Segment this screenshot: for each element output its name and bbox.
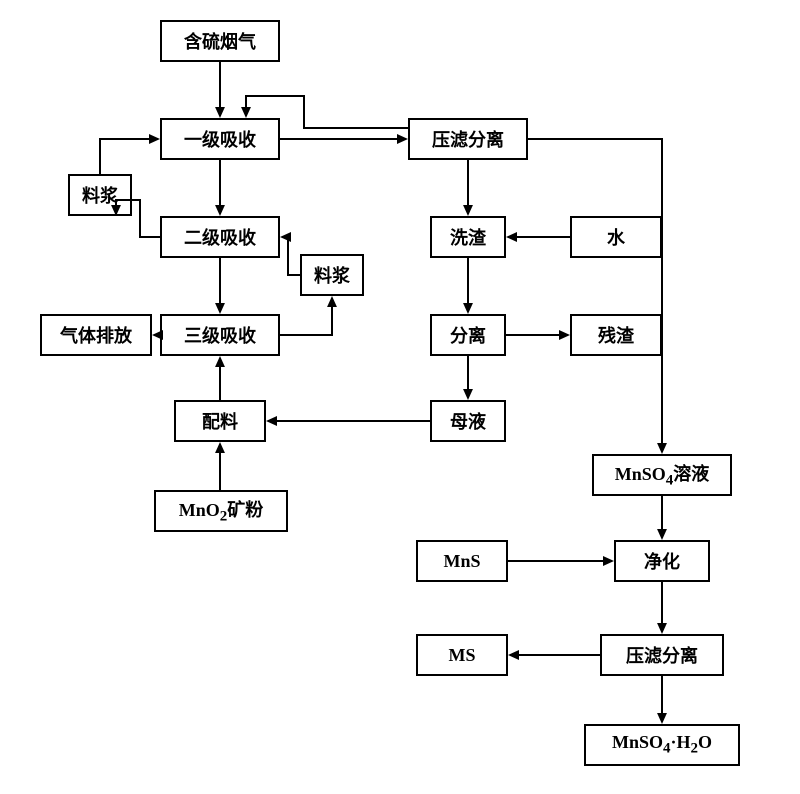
flowchart-node-n_abs2: 二级吸收 — [160, 216, 280, 258]
flowchart-node-n_press2: 压滤分离 — [600, 634, 724, 676]
arrowhead — [266, 416, 277, 426]
flowchart-node-n_slurry1: 料浆 — [68, 174, 132, 216]
node-label: 含硫烟气 — [184, 28, 256, 54]
node-label: 三级吸收 — [184, 322, 256, 348]
arrowhead — [506, 232, 517, 242]
node-label: 分离 — [450, 322, 486, 348]
flowchart-node-n_purify: 净化 — [614, 540, 710, 582]
node-label: 配料 — [202, 408, 238, 434]
arrowhead — [657, 623, 667, 634]
node-label: MnS — [443, 551, 480, 572]
arrowhead — [463, 389, 473, 400]
flowchart-node-n_residue: 残渣 — [570, 314, 662, 356]
flowchart-node-n_mnso4sol: MnSO4溶液 — [592, 454, 732, 496]
arrowhead — [463, 205, 473, 216]
node-label: 母液 — [450, 408, 486, 434]
node-label: 水 — [607, 224, 625, 250]
edge-n_press1-n_mnso4sol — [528, 139, 662, 452]
node-label: 料浆 — [314, 262, 350, 288]
arrowhead — [397, 134, 408, 144]
flowchart-node-n_press1: 压滤分离 — [408, 118, 528, 160]
flowchart-node-n_abs3: 三级吸收 — [160, 314, 280, 356]
flowchart-node-n_mother: 母液 — [430, 400, 506, 442]
flowchart-node-n_gas_out: 气体排放 — [40, 314, 152, 356]
flowchart-node-n_batch: 配料 — [174, 400, 266, 442]
node-label: 气体排放 — [60, 322, 132, 348]
arrowhead — [603, 556, 614, 566]
flowchart-node-n_ms: MS — [416, 634, 508, 676]
arrowhead — [215, 442, 225, 453]
node-label: MnSO4·H2O — [612, 732, 712, 758]
flowchart-node-n_gas_in: 含硫烟气 — [160, 20, 280, 62]
arrowhead — [559, 330, 570, 340]
arrowhead — [657, 713, 667, 724]
arrowhead — [463, 303, 473, 314]
edge-n_slurry1-n_abs1 — [100, 139, 158, 174]
flowchart-node-n_water: 水 — [570, 216, 662, 258]
arrowhead — [215, 303, 225, 314]
edge-n_abs3-n_slurry2 — [280, 298, 332, 335]
flowchart-node-n_mns: MnS — [416, 540, 508, 582]
arrowhead — [508, 650, 519, 660]
arrowhead — [215, 356, 225, 367]
flowchart-node-n_mno2: MnO2矿粉 — [154, 490, 288, 532]
node-label: 压滤分离 — [626, 642, 698, 668]
arrowhead — [657, 529, 667, 540]
flowchart-node-n_abs1: 一级吸收 — [160, 118, 280, 160]
flowchart-node-n_product: MnSO4·H2O — [584, 724, 740, 766]
edge-n_slurry2-n_abs2 — [282, 237, 300, 275]
node-label: MnSO4溶液 — [615, 460, 710, 490]
flowchart-node-n_wash: 洗渣 — [430, 216, 506, 258]
arrowhead — [241, 107, 251, 118]
flowchart-node-n_sep: 分离 — [430, 314, 506, 356]
node-label: 净化 — [644, 548, 680, 574]
flowchart-node-n_slurry2: 料浆 — [300, 254, 364, 296]
node-label: 二级吸收 — [184, 224, 256, 250]
node-label: MnO2矿粉 — [179, 496, 264, 526]
node-label: 一级吸收 — [184, 126, 256, 152]
node-label: 残渣 — [598, 322, 634, 348]
arrowhead — [327, 296, 337, 307]
arrowhead — [149, 134, 160, 144]
arrowhead — [657, 443, 667, 454]
arrowhead — [280, 232, 291, 242]
node-label: 料浆 — [82, 182, 118, 208]
arrowhead — [215, 205, 225, 216]
node-label: MS — [449, 645, 476, 666]
arrowhead — [215, 107, 225, 118]
node-label: 压滤分离 — [432, 126, 504, 152]
node-label: 洗渣 — [450, 224, 486, 250]
